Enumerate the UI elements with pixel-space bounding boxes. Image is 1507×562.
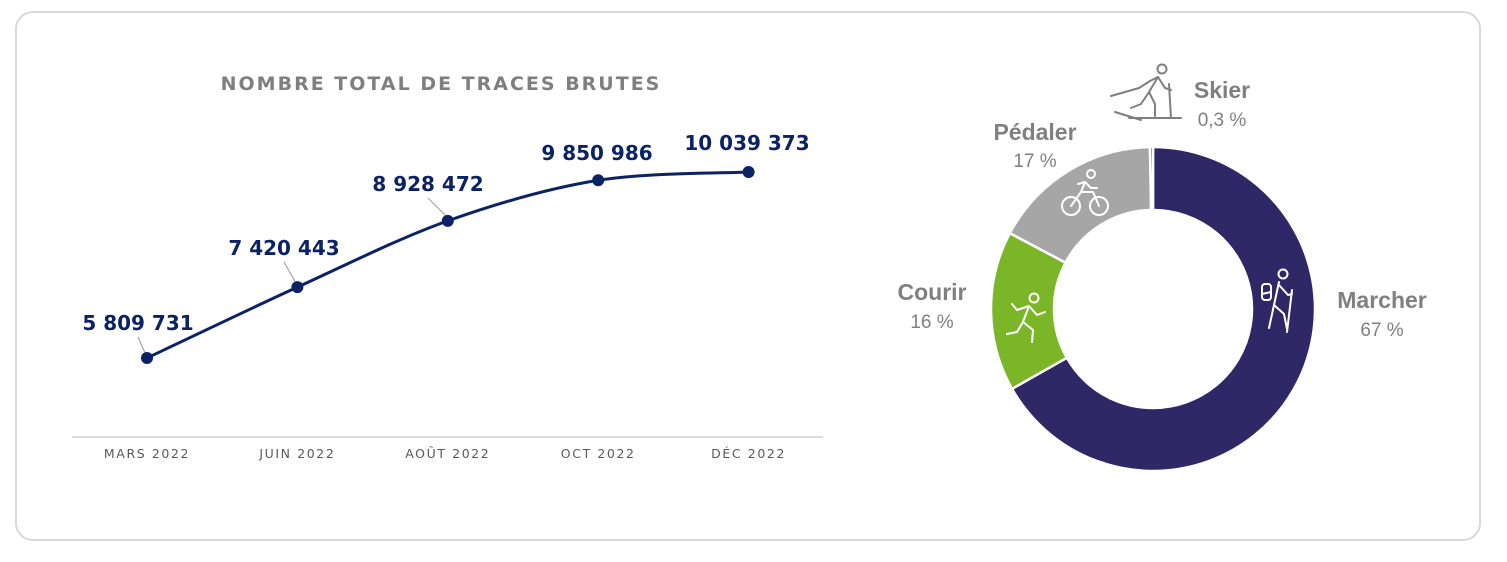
donut-slice-marcher <box>1010 145 1317 473</box>
x-tick-label: AOÛT 2022 <box>405 446 490 461</box>
cyclist-icon <box>1061 169 1109 216</box>
label-leader-line <box>427 197 447 217</box>
donut-slices <box>989 145 1317 473</box>
data-label: 10 039 373 <box>684 131 809 155</box>
data-label: 5 809 731 <box>82 311 193 335</box>
slice-label-marcher: Marcher <box>1337 287 1427 313</box>
data-point <box>141 352 153 364</box>
data-point <box>441 214 454 227</box>
slice-label-pedaler: Pédaler <box>993 119 1076 145</box>
data-labels: 5 809 731 7 420 443 8 928 472 9 850 986 10 0… <box>82 131 809 335</box>
chart-card <box>15 11 1481 541</box>
x-tick-label: MARS 2022 <box>104 446 190 461</box>
slice-value-marcher: 67 % <box>1360 320 1403 341</box>
data-label: 8 928 472 <box>372 172 483 196</box>
slice-value-skier: 0,3 % <box>1198 110 1247 131</box>
label-leader-line <box>283 261 296 283</box>
donut-slice-skier <box>1148 145 1155 212</box>
data-points <box>141 166 755 364</box>
x-tick-labels: MARS 2022 JUIN 2022 AOÛT 2022 OCT 2022 DÉC 2… <box>104 446 786 461</box>
slice-label-skier: Skier <box>1194 77 1250 103</box>
data-point <box>291 281 304 294</box>
data-label: 7 420 443 <box>228 236 339 260</box>
line-chart: NOMBRE TOTAL DE TRACES BRUTES MARS 2022 J… <box>72 73 823 461</box>
data-point <box>592 174 605 187</box>
skier-icon <box>1110 63 1182 121</box>
chart-title: NOMBRE TOTAL DE TRACES BRUTES <box>221 73 662 95</box>
label-leader-lines <box>137 197 447 354</box>
hiker-icon <box>1261 268 1293 333</box>
slice-value-pedaler: 17 % <box>1013 151 1056 172</box>
series-line <box>146 170 749 360</box>
data-label: 9 850 986 <box>541 141 652 165</box>
data-point <box>742 166 755 178</box>
slice-value-courir: 16 % <box>910 312 953 333</box>
label-leader-line <box>137 336 146 354</box>
donut-chart: Marcher 67 % Courir 16 % Pédaler 17 % Sk… <box>898 63 1427 473</box>
x-tick-label: DÉC 2022 <box>711 446 786 461</box>
slice-label-courir: Courir <box>898 279 967 305</box>
runner-icon <box>1006 292 1046 343</box>
x-tick-label: JUIN 2022 <box>258 446 335 461</box>
x-tick-label: OCT 2022 <box>561 446 636 461</box>
